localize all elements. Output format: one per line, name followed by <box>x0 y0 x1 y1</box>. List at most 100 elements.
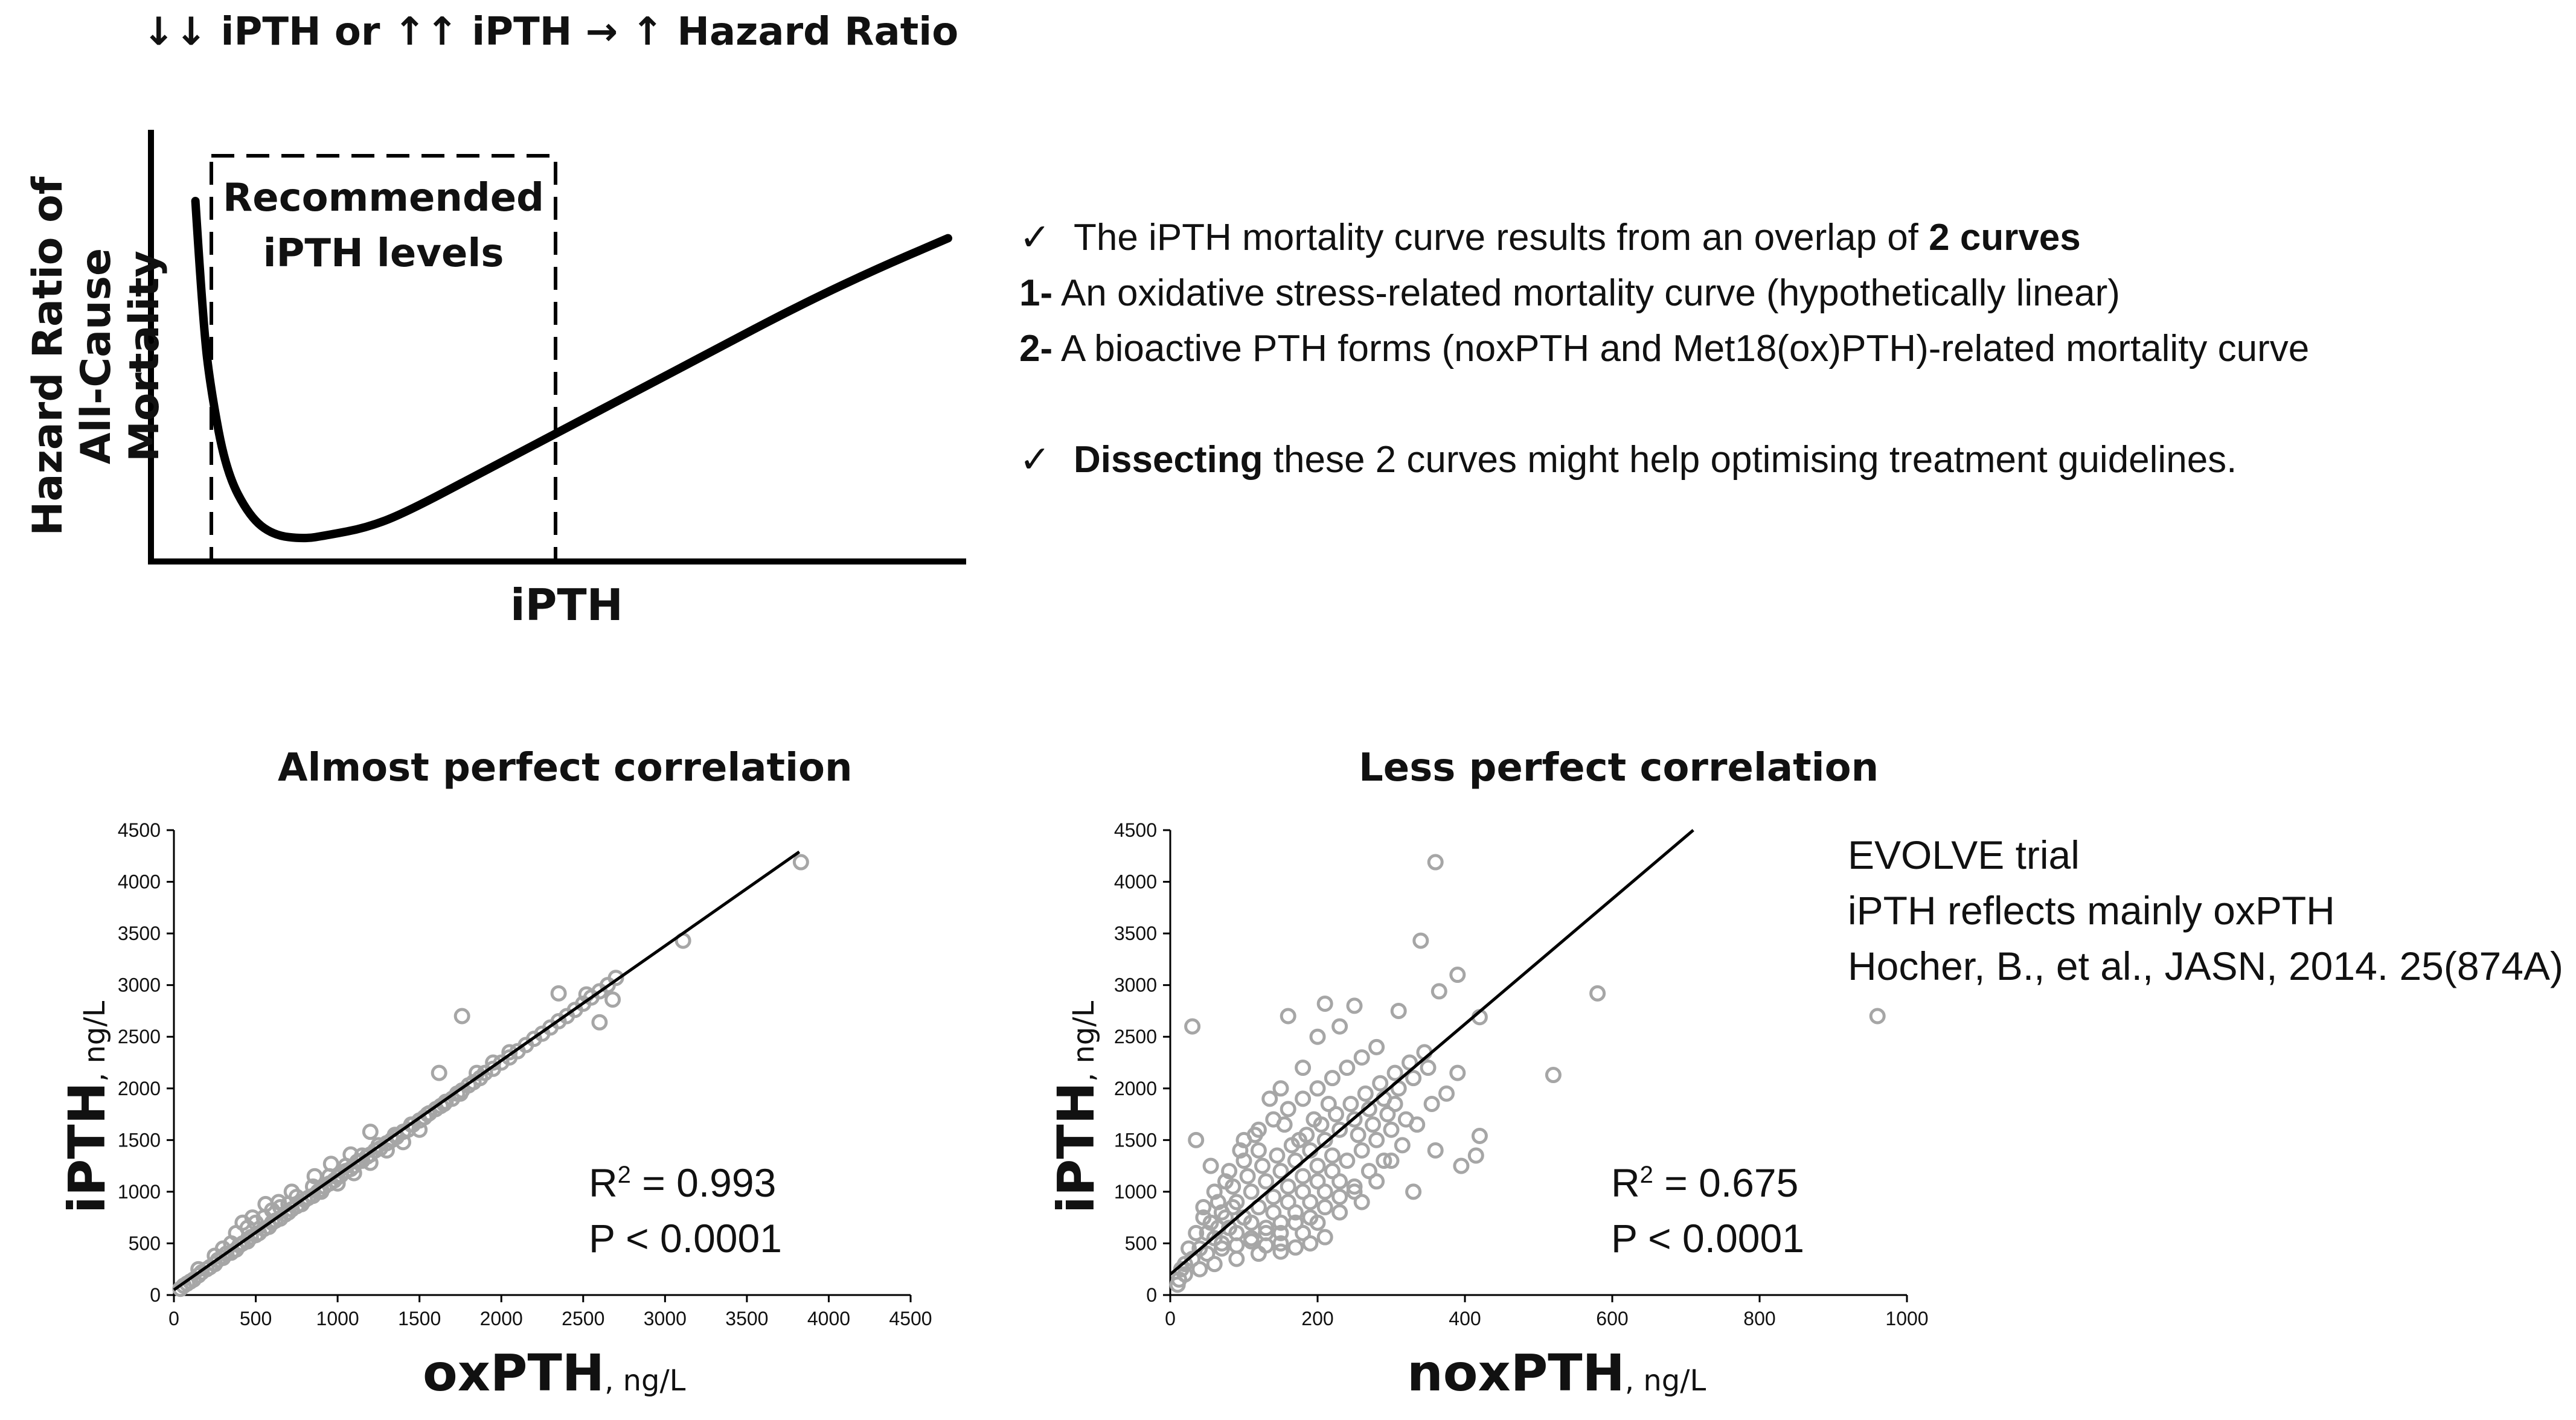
scatter2-y-tick-label: 3000 <box>1114 974 1157 996</box>
scatter2-point <box>1339 1153 1356 1169</box>
scatter2-point <box>1295 1090 1312 1107</box>
conceptual-hazard-chart <box>148 130 966 564</box>
scatter1-point <box>255 1209 272 1226</box>
scatter1-point <box>419 1106 436 1123</box>
scatter2-point <box>1316 1183 1333 1200</box>
scatter2-point <box>1339 1060 1356 1076</box>
bullet-line-4-bold: Dissecting <box>1074 439 1263 481</box>
scatter2-point <box>1272 1243 1289 1260</box>
scatter2-y-tick-label: 2000 <box>1114 1078 1157 1099</box>
scatter2-point <box>1295 1060 1312 1076</box>
scatter2-point <box>1258 1220 1275 1236</box>
scatter1-point <box>453 1008 470 1025</box>
scatter2-point <box>1287 1239 1304 1256</box>
scatter2-point <box>1302 1235 1319 1252</box>
scatter2-point <box>1191 1261 1208 1278</box>
scatter1-y-tick-label: 3000 <box>118 974 161 996</box>
bullet-line-2-num: 1- <box>1019 272 1053 314</box>
scatter2-point <box>1405 1183 1422 1200</box>
scatter2-point <box>1383 1153 1400 1169</box>
scatter1-point <box>370 1137 387 1154</box>
evolve-note: EVOLVE trial iPTH reflects mainly oxPTH … <box>1848 827 2563 994</box>
scatter1-y-tick-label: 2000 <box>118 1078 161 1099</box>
scatter1-y-label: iPTH, ng/L <box>57 1000 117 1214</box>
scatter1-y-tick-label: 500 <box>129 1232 161 1254</box>
scatter1-title: Almost perfect correlation <box>278 746 853 790</box>
scatter2-point <box>1328 1106 1344 1123</box>
scatter2-point <box>1453 1157 1470 1174</box>
bullet-line-4: ✓ Dissecting these 2 curves might help op… <box>1019 432 2309 488</box>
scatter2-point <box>1324 1147 1341 1164</box>
scatter1-x-tick-label: 1000 <box>316 1308 359 1329</box>
scatter1-x-tick-label: 4500 <box>889 1308 932 1329</box>
scatter2-point <box>1346 1183 1363 1200</box>
scatter2-point <box>1243 1183 1260 1200</box>
scatter2-point <box>1360 1101 1377 1118</box>
scatter1-x-tick-label: 0 <box>168 1308 179 1329</box>
scatter2-y-tick-label: 4000 <box>1114 871 1157 893</box>
scatter2-point <box>1346 1111 1363 1128</box>
scatter2-y-label: iPTH, ng/L <box>1046 1000 1106 1214</box>
scatter2-point <box>1295 1168 1312 1185</box>
scatter2-point <box>1280 1008 1296 1025</box>
scatter1-point <box>550 985 567 1002</box>
scatter2-point <box>1316 1199 1333 1216</box>
scatter2-point <box>1320 1095 1337 1112</box>
scatter2-point <box>1386 1095 1403 1112</box>
scatter2-point <box>1225 1199 1242 1216</box>
scatter2-point <box>1250 1142 1267 1159</box>
concept-x-label: iPTH <box>510 580 623 630</box>
scatter2-y-tick-label: 1500 <box>1114 1129 1157 1151</box>
bullet-line-3-text: A bioactive PTH forms (noxPTH and Met18(… <box>1053 328 2310 369</box>
scatter1-fit-line <box>173 850 801 1291</box>
scatter1-point <box>604 991 621 1008</box>
scatter2-x-tick-label: 200 <box>1301 1308 1333 1329</box>
scatter2-title: Less perfect correlation <box>1359 746 1879 790</box>
scatter2-point <box>1368 1038 1385 1055</box>
recommended-label-line1: Recommended <box>223 176 544 220</box>
scatter2-point <box>1316 995 1333 1012</box>
scatter1-x-tick-label: 4000 <box>807 1308 850 1329</box>
scatter2-point <box>1295 1183 1312 1200</box>
scatter2-point <box>1412 932 1429 949</box>
scatter2-point <box>1184 1018 1201 1035</box>
note-line-3: Hocher, B., et al., JASN, 2014. 25(874A) <box>1848 944 2563 988</box>
scatter2-point <box>1199 1246 1216 1262</box>
bullet-line-4-text: these 2 curves might help optimising tre… <box>1263 439 2237 481</box>
scatter2-point <box>1272 1080 1289 1097</box>
scatter2-point <box>1449 1064 1466 1081</box>
scatter1-x-tick-label: 3500 <box>725 1308 768 1329</box>
scatter2-point <box>1217 1209 1234 1226</box>
scatter2-point <box>1171 1271 1188 1288</box>
scatter2-point <box>1471 1127 1488 1144</box>
scatter2-point <box>1353 1049 1370 1066</box>
scatter2-point <box>1467 1147 1484 1164</box>
scatter2-point <box>1228 1237 1245 1254</box>
scatter2-point <box>1181 1240 1197 1257</box>
bullet-block: ✓ The iPTH mortality curve results from a… <box>1019 210 2309 488</box>
scatter2-point <box>1261 1090 1278 1107</box>
bullet-line-1-bold: 2 curves <box>1929 217 2081 258</box>
concept-y-label-line2: All-Cause Mortality <box>72 248 168 465</box>
scatter2-point <box>1353 1142 1370 1159</box>
concept-y-label: Hazard Ratio of All-Cause Mortality <box>24 145 168 568</box>
scatter2-point <box>1250 1246 1267 1262</box>
scatter2-point <box>1254 1157 1270 1174</box>
scatter2-p: P < 0.0001 <box>1611 1216 1804 1261</box>
scatter2-point <box>1423 1095 1440 1112</box>
scatter2-x-label: noxPTH, ng/L <box>1407 1343 1706 1402</box>
note-line-1: EVOLVE trial <box>1848 833 2080 877</box>
scatter1-point <box>403 1116 420 1133</box>
scatter2-point <box>1350 1127 1366 1143</box>
scatter2-y-tick-label: 2500 <box>1114 1026 1157 1047</box>
scatter2-point <box>1272 1235 1289 1252</box>
scatter1-point <box>476 1064 493 1081</box>
scatter2-point <box>1239 1168 1256 1185</box>
scatter2-point <box>1394 1137 1411 1154</box>
scatter1-x-tick-label: 2500 <box>562 1308 604 1329</box>
scatter2-point <box>1291 1131 1307 1148</box>
bullet-line-1-text: The iPTH mortality curve results from an… <box>1074 217 1929 258</box>
scatter1-point <box>431 1064 447 1081</box>
scatter1-point <box>501 1044 518 1061</box>
bullet-line-3: 2- A bioactive PTH forms (noxPTH and Met… <box>1019 321 2309 377</box>
